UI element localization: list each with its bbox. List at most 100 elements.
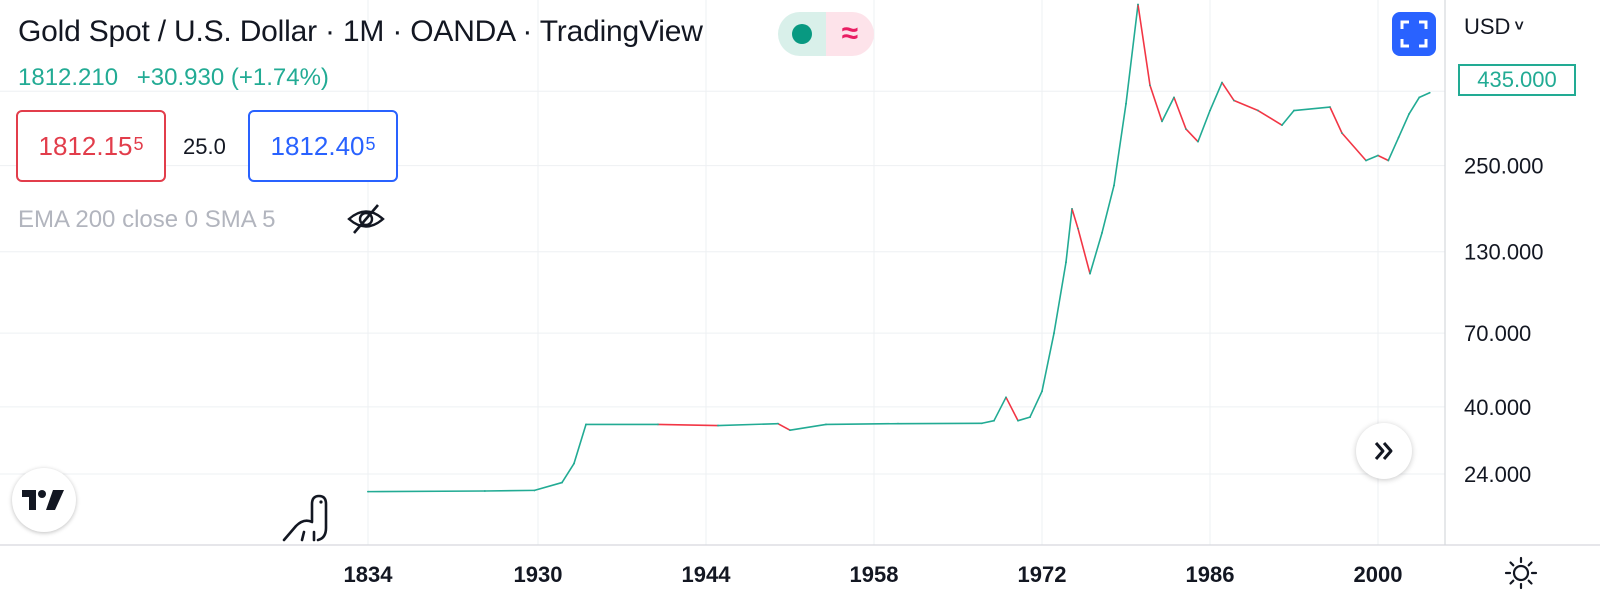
price-segment (993, 396, 1007, 422)
price-point (777, 422, 779, 425)
eye-off-icon[interactable] (346, 202, 386, 236)
price-segment (1293, 106, 1331, 112)
buy-button[interactable]: 1812.40 5 (248, 110, 398, 182)
chart-title: Gold Spot / U.S. Dollar · 1M · OANDA · T… (18, 15, 703, 48)
price-point (573, 462, 575, 465)
price-point (1101, 231, 1103, 234)
price-tick-label: 40.000 (1464, 395, 1531, 420)
price-segment (1387, 136, 1400, 162)
sell-button[interactable]: 1812.15 5 (16, 110, 166, 182)
price-point (1397, 136, 1400, 139)
currency-label: USD (1464, 14, 1511, 39)
price-segment (1005, 396, 1019, 422)
fullscreen-button[interactable] (1392, 12, 1436, 56)
price-point (657, 423, 659, 426)
price-segment (1017, 416, 1031, 422)
price-segment (717, 422, 779, 427)
price-point (1053, 332, 1055, 335)
time-tick-label: 1986 (1186, 562, 1235, 587)
buy-price-pip: 5 (365, 133, 376, 154)
price-segment (1233, 99, 1259, 112)
price-point (897, 422, 899, 425)
price-segment (1065, 208, 1073, 264)
price-tick-label: 24.000 (1464, 462, 1531, 487)
price-segment (1197, 109, 1211, 143)
price-segment (573, 423, 587, 465)
market-open-icon[interactable] (778, 12, 826, 56)
price-point (533, 489, 536, 492)
price-point (1293, 109, 1295, 112)
price-point (483, 490, 486, 492)
double-chevron-right-icon (1374, 442, 1393, 460)
price-segment (1257, 109, 1283, 126)
indicator-legend[interactable]: EMA 200 close 0 SMA 5 (18, 206, 276, 233)
settings-icon[interactable] (1504, 556, 1538, 590)
price-point (1329, 106, 1331, 109)
price-segment (1329, 106, 1343, 134)
price-point (1233, 99, 1235, 102)
price-segment (1029, 390, 1043, 418)
price-point (1041, 390, 1043, 393)
time-tick-label: 1834 (344, 562, 394, 587)
price-point (789, 429, 791, 432)
price-segment (1137, 3, 1151, 87)
price-point (561, 481, 563, 484)
price-segment (777, 422, 791, 431)
price-segment (1101, 184, 1115, 234)
price-segment (1071, 208, 1079, 230)
sell-price: 1812.15 (38, 130, 133, 161)
price-point (1071, 207, 1073, 210)
price-point (1185, 128, 1187, 130)
time-tick-label: 1930 (514, 562, 563, 587)
time-tick-label: 1972 (1018, 562, 1067, 587)
wave-icon[interactable]: ≈ (826, 12, 874, 56)
price-segment (561, 462, 575, 484)
price-point (1408, 113, 1410, 115)
price-segment (1418, 91, 1431, 99)
currency-select[interactable]: USD ˅ (1464, 14, 1524, 40)
price-point (1029, 416, 1031, 418)
price-segment (1089, 232, 1103, 275)
spread-value: 25.0 (183, 134, 226, 159)
price-segment (657, 423, 719, 427)
tradingview-logo-icon (22, 490, 64, 510)
current-price-tag: 435.000 (1458, 64, 1576, 96)
price-point (1077, 227, 1079, 230)
price-segment (789, 423, 827, 431)
price-point (1113, 184, 1115, 187)
last-price: 1812.210 (18, 64, 119, 91)
sell-price-pip: 5 (133, 133, 144, 154)
price-segment (1377, 154, 1390, 162)
price-point (1257, 109, 1259, 112)
price-tick-label: 250.000 (1464, 154, 1544, 179)
price-point (1341, 132, 1343, 135)
time-tick-label: 2000 (1354, 562, 1403, 587)
price-point (1173, 96, 1175, 99)
price-point (1281, 124, 1283, 127)
price-segment (1408, 96, 1421, 115)
price-segment (1053, 261, 1067, 334)
price-point (1161, 120, 1163, 123)
price-segment (1365, 154, 1379, 162)
time-tick-label: 1958 (850, 562, 899, 587)
price-segment (484, 489, 536, 492)
price-segment (367, 490, 486, 493)
status-pill[interactable]: ≈ (778, 12, 874, 56)
price-point (1387, 159, 1390, 162)
fullscreen-icon (1400, 20, 1428, 48)
price-point (1209, 109, 1211, 112)
price-segment (1125, 3, 1139, 105)
price-segment (533, 481, 563, 492)
price-tick-label: 70.000 (1464, 321, 1531, 346)
price-change: +30.930 (+1.74%) (136, 64, 329, 91)
price-point (1365, 159, 1367, 162)
price-point (367, 490, 369, 493)
price-point (1428, 91, 1431, 94)
price-series (367, 3, 1431, 493)
price-segment (1341, 132, 1367, 162)
scroll-to-realtime-button[interactable] (1356, 423, 1412, 479)
price-segment (1281, 109, 1295, 126)
price-point (1137, 3, 1139, 6)
tradingview-logo[interactable] (12, 468, 76, 532)
